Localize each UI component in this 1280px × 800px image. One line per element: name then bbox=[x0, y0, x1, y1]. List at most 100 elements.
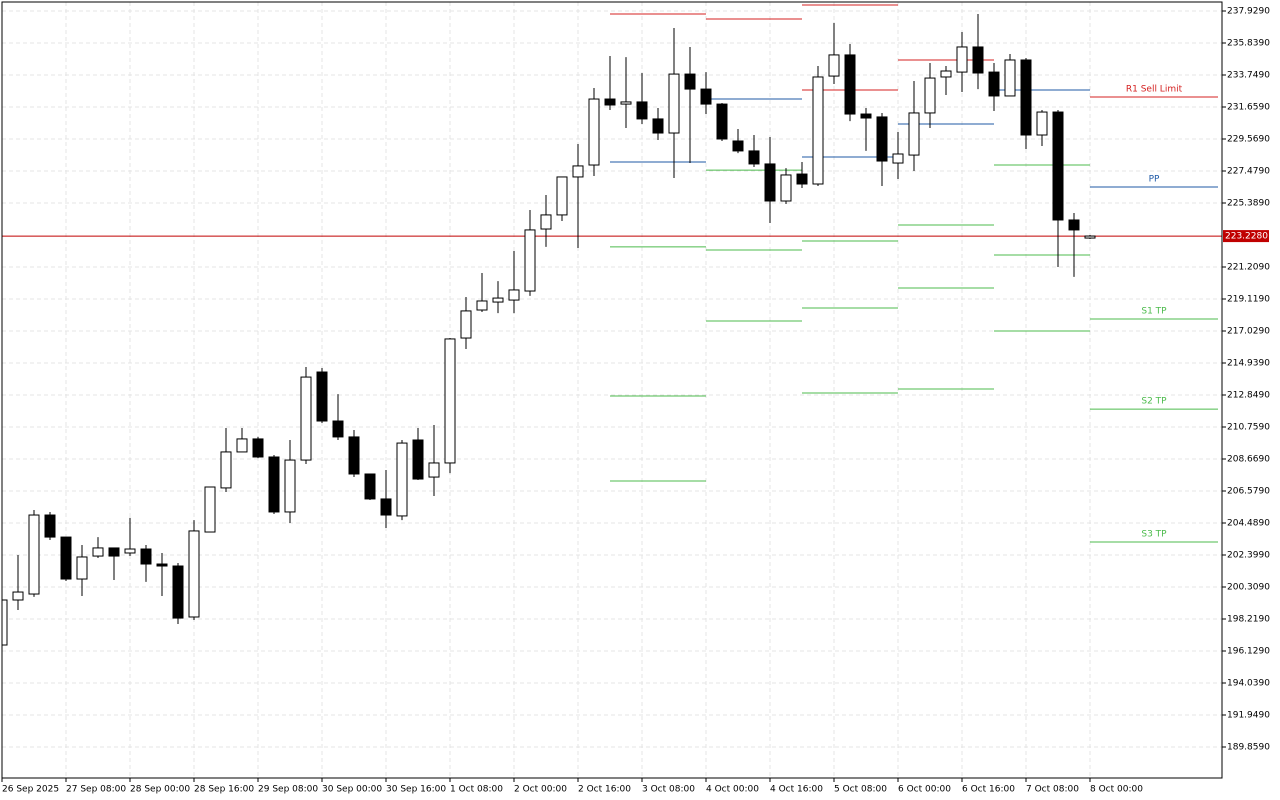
candle-body bbox=[268, 456, 280, 513]
x-tick-label: 29 Sep 08:00 bbox=[258, 785, 318, 795]
y-tick-label: 229.5690 bbox=[1227, 135, 1270, 145]
candle-body bbox=[812, 76, 824, 185]
candle-body bbox=[428, 462, 440, 478]
x-tick-label: 4 Oct 00:00 bbox=[706, 785, 759, 795]
candle-body bbox=[140, 548, 152, 565]
candle-body bbox=[620, 101, 632, 105]
level-label: S3 TP bbox=[1141, 529, 1167, 539]
plot: R1 Sell Limit PP S1 TP S2 TP S3 TP bbox=[2, 4, 1222, 646]
level-label: PP bbox=[1149, 175, 1160, 185]
y-tick-label: 225.3890 bbox=[1227, 199, 1270, 209]
candle-body bbox=[76, 556, 88, 580]
x-tick-label: 8 Oct 00:00 bbox=[1090, 785, 1143, 795]
x-tick-label: 2 Oct 16:00 bbox=[578, 785, 631, 795]
x-tick-label: 30 Sep 16:00 bbox=[386, 785, 446, 795]
candle-body bbox=[28, 514, 40, 595]
y-tick-label: 221.2090 bbox=[1227, 263, 1270, 273]
candle-body bbox=[252, 438, 264, 458]
candle-body bbox=[972, 46, 984, 74]
x-tick-label: 6 Oct 00:00 bbox=[898, 785, 951, 795]
level-label: S1 TP bbox=[1141, 307, 1167, 317]
candle-body bbox=[172, 565, 184, 619]
y-tick-label: 237.9290 bbox=[1227, 7, 1270, 17]
candle-body bbox=[940, 70, 952, 78]
candle-body bbox=[956, 46, 968, 73]
x-tick-label: 28 Sep 00:00 bbox=[130, 785, 190, 795]
candle-body bbox=[92, 547, 104, 557]
candle-body bbox=[924, 77, 936, 114]
candle-body bbox=[796, 173, 808, 185]
candle-body bbox=[380, 498, 392, 516]
candle-body bbox=[396, 442, 408, 517]
candle-body bbox=[652, 118, 664, 134]
candle-body bbox=[508, 289, 520, 301]
candle-body bbox=[364, 473, 376, 500]
level-label: S2 TP bbox=[1141, 397, 1167, 407]
candle-body bbox=[540, 214, 552, 230]
candle-body bbox=[316, 371, 328, 422]
x-tick-label: 27 Sep 08:00 bbox=[66, 785, 126, 795]
candle-body bbox=[156, 563, 168, 567]
candle-body bbox=[124, 548, 136, 554]
candle-body bbox=[1068, 219, 1080, 231]
candle-body bbox=[556, 176, 568, 216]
candle-body bbox=[572, 165, 584, 178]
candle-body bbox=[604, 98, 616, 106]
y-tick-label: 227.4790 bbox=[1227, 167, 1270, 177]
x-tick-label: 1 Oct 08:00 bbox=[450, 785, 503, 795]
x-tick-label: 28 Sep 16:00 bbox=[194, 785, 254, 795]
candle-body bbox=[300, 376, 312, 461]
candle-body bbox=[412, 439, 424, 480]
current-price-label: 223.2280 bbox=[1225, 232, 1268, 242]
x-tick-label: 4 Oct 16:00 bbox=[770, 785, 823, 795]
candle-body bbox=[44, 514, 56, 538]
candle-body bbox=[1084, 235, 1096, 239]
candle-body bbox=[108, 547, 120, 557]
candle-body bbox=[284, 459, 296, 513]
y-tick-label: 208.6690 bbox=[1227, 454, 1270, 464]
candle-body bbox=[988, 71, 1000, 97]
candle-body bbox=[700, 88, 712, 105]
y-tick-label: 219.1190 bbox=[1227, 294, 1270, 304]
x-tick-label: 3 Oct 08:00 bbox=[642, 785, 695, 795]
x-tick-label: 2 Oct 00:00 bbox=[514, 785, 567, 795]
y-tick-label: 214.9390 bbox=[1227, 358, 1270, 368]
y-tick-label: 212.8490 bbox=[1227, 390, 1270, 400]
candle-body bbox=[588, 98, 600, 166]
candle-body bbox=[764, 163, 776, 202]
candle-body bbox=[732, 140, 744, 152]
candle-body bbox=[828, 54, 840, 77]
candle-body bbox=[60, 536, 72, 580]
candle-body bbox=[492, 297, 504, 303]
candle-body bbox=[636, 101, 648, 120]
x-tick-label: 30 Sep 00:00 bbox=[322, 785, 382, 795]
candle-body bbox=[1004, 59, 1016, 97]
candle-body bbox=[844, 54, 856, 115]
current-price-tag bbox=[1223, 230, 1269, 243]
candle-body bbox=[860, 113, 872, 119]
y-tick-label: 204.4890 bbox=[1227, 518, 1270, 528]
y-tick-label: 233.7490 bbox=[1227, 71, 1270, 81]
candle-body bbox=[908, 112, 920, 156]
candle-body bbox=[876, 116, 888, 162]
y-tick-label: 198.2190 bbox=[1227, 614, 1270, 624]
candle-body bbox=[668, 73, 680, 134]
plot-frame bbox=[1, 1, 1223, 779]
y-tick-label: 196.1290 bbox=[1227, 646, 1270, 656]
y-tick-label: 206.5790 bbox=[1227, 486, 1270, 496]
candle-body bbox=[524, 229, 536, 292]
candle-body bbox=[476, 300, 488, 311]
y-tick-label: 235.8390 bbox=[1227, 39, 1270, 49]
candle-body bbox=[332, 420, 344, 438]
x-tick-label: 26 Sep 2025 bbox=[2, 785, 59, 795]
y-tick-label: 202.3990 bbox=[1227, 550, 1270, 560]
y-tick-label: 217.0290 bbox=[1227, 326, 1270, 336]
y-tick-label: 194.0390 bbox=[1227, 678, 1270, 688]
y-tick-label: 200.3090 bbox=[1227, 582, 1270, 592]
candle-body bbox=[444, 338, 456, 464]
y-tick-label: 210.7590 bbox=[1227, 422, 1270, 432]
candle-body bbox=[204, 486, 216, 533]
